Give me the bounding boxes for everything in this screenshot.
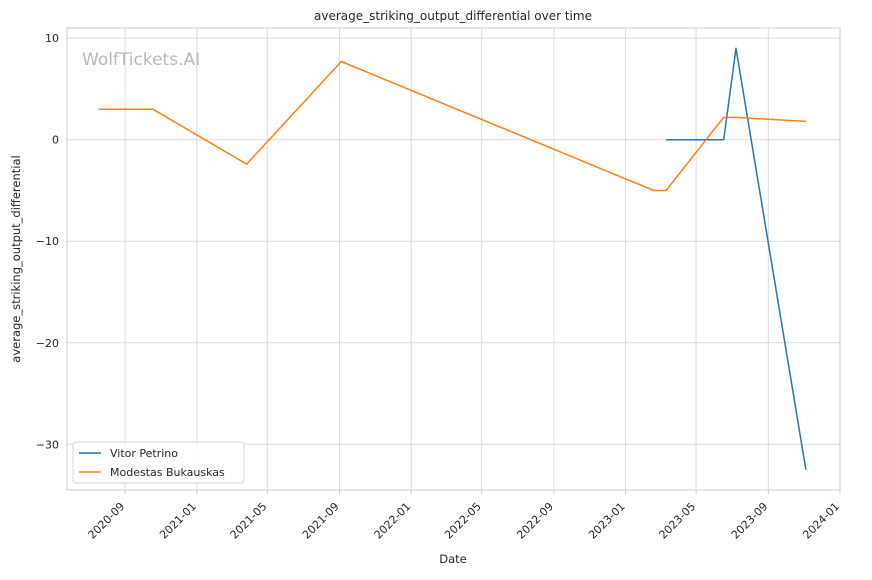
y-tick-label: −20 xyxy=(36,337,59,350)
y-tick-label: 0 xyxy=(52,134,59,147)
y-axis-ticks: 10 0 −10 −20 −30 xyxy=(36,32,59,451)
chart-title: average_striking_output_differential ove… xyxy=(314,9,592,23)
watermark: WolfTickets.AI xyxy=(82,50,200,70)
legend: Vitor Petrino Modestas Bukauskas xyxy=(72,441,245,484)
y-tick-label: 10 xyxy=(45,32,59,45)
y-axis-label: average_striking_output_differential xyxy=(9,155,23,362)
y-tick-label: −10 xyxy=(36,235,59,248)
y-tick-label: −30 xyxy=(36,438,59,451)
plot-frame xyxy=(66,27,841,491)
series-lines xyxy=(98,47,807,470)
legend-box xyxy=(72,441,245,484)
series-line-0 xyxy=(666,47,807,470)
legend-label: Modestas Bukauskas xyxy=(110,466,225,479)
legend-label: Vitor Petrino xyxy=(110,447,178,460)
series-line-1 xyxy=(98,60,806,192)
x-axis-label: Date xyxy=(439,552,467,566)
